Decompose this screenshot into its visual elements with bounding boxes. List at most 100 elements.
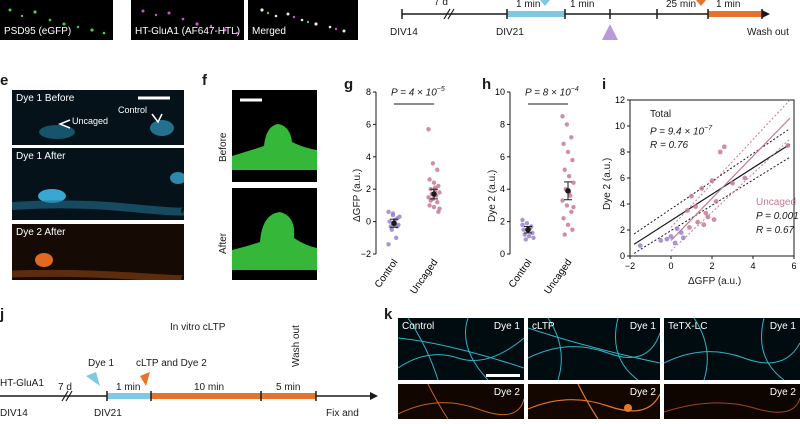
panel-letter-i: i [602, 76, 607, 93]
data-point [695, 219, 701, 225]
data-point [785, 143, 791, 148]
uncaged-p: P = 0.001 [756, 211, 799, 222]
timeline-step2-label: 1 min [570, 0, 595, 10]
y-tick-label: 2 [500, 217, 505, 227]
x-tick-label: Uncaged [542, 257, 574, 296]
panel-letter-k: k [384, 306, 393, 323]
chart-g-pvalue: P = 4 × 10−5 [391, 86, 445, 98]
fit-line-total [633, 143, 791, 245]
data-point [564, 122, 570, 127]
k-label-right: Dye 1 [629, 321, 656, 332]
data-point [560, 198, 565, 203]
data-point [530, 230, 535, 236]
mean-point [525, 226, 531, 233]
data-point [437, 206, 442, 211]
ci-lower-total [633, 156, 791, 254]
timeline-break-label: 7 d [434, 0, 448, 8]
data-point [705, 214, 711, 220]
y-tick-label: 0 [500, 249, 505, 259]
chart-h-pvalue-exp: −4 [570, 86, 579, 93]
panel-j-title: In vitro cLTP [170, 322, 226, 333]
panel-j-step1-label: 1 min [116, 382, 141, 393]
chart-i-stats-uncaged: Uncaged P = 0.001 R = 0.67 [756, 196, 799, 238]
data-point [701, 222, 707, 228]
after-image [232, 212, 317, 270]
panel-j-div-label: DIV21 [94, 408, 122, 419]
data-point [569, 135, 574, 140]
chart-g-pvalue-text: P = 4 × 10 [391, 87, 437, 99]
panel-j-fix-label: Fix and [326, 408, 359, 419]
y-tick-label: 8 [366, 87, 371, 97]
k-label-left: TeTX-LC [668, 321, 708, 332]
data-point [570, 227, 575, 232]
data-point [565, 222, 571, 228]
uncaging-marker [602, 24, 618, 40]
micrograph-label: PSD95 (eGFP) [4, 26, 72, 37]
data-point [520, 222, 525, 228]
data-point [678, 230, 684, 236]
data-point [390, 211, 396, 216]
total-p: P = 9.4 × 10−7 [650, 122, 712, 139]
chart-i-ylabel: Dye 2 (a.u.) [602, 157, 613, 210]
y-tick-label: 0 [366, 217, 371, 227]
data-point [386, 209, 391, 215]
data-point [674, 226, 680, 232]
y-tick-label: 0 [620, 251, 625, 261]
panel-k-control-dye1: Control Dye 1 [398, 318, 524, 380]
top-timeline: 7 d 1 min 1 min 25 min 1 min DIV14 DIV21… [390, 0, 800, 45]
data-point [521, 227, 526, 232]
x-tick-label: 2 [709, 261, 714, 271]
data-point [664, 236, 670, 242]
chart-g-ylabel: ΔGFP (a.u.) [352, 168, 363, 222]
total-r: R = 0.76 [650, 140, 689, 152]
x-tick-label: −2 [625, 261, 635, 271]
y-tick-label: 4 [620, 199, 625, 209]
panel-k-tetx-dye2: Dye 2 [664, 384, 800, 419]
panel-j-step3-label: 5 min [276, 382, 301, 393]
data-point [668, 234, 674, 239]
merged-image [260, 8, 346, 33]
panel-f-before [232, 90, 317, 182]
ci-upper-total [633, 128, 791, 235]
annot-uncaged: Uncaged [72, 116, 109, 126]
total-label: Total [650, 109, 672, 120]
chart-h-pvalue-text: P = 8 × 10 [525, 87, 571, 99]
data-point [436, 183, 441, 189]
x-tick-label: 4 [750, 261, 755, 271]
panel-j-row-label: HT-GluA1 [0, 378, 44, 389]
dye1-after-image [12, 172, 184, 216]
data-point [721, 144, 727, 150]
k-label-right: Dye 2 [769, 387, 796, 398]
data-point [570, 157, 575, 163]
data-point [562, 232, 567, 237]
ci-lower-uncaged [670, 138, 791, 252]
panel-letter-g: g [344, 76, 354, 93]
data-point [432, 185, 438, 190]
dye1-before-image [39, 96, 174, 139]
data-point [427, 177, 432, 182]
data-point [699, 186, 705, 191]
uncaged-label: Uncaged [756, 197, 797, 208]
data-point [562, 167, 567, 172]
y-tick-label: 6 [500, 152, 505, 162]
data-point [685, 208, 690, 213]
data-point [711, 217, 717, 223]
x-tick-label: Uncaged [408, 257, 440, 296]
panel-letter-j: j [0, 306, 5, 323]
data-point [431, 180, 437, 185]
tile-label: Dye 2 After [16, 227, 66, 238]
data-point [524, 221, 530, 226]
uncaged-arrowhead [57, 119, 71, 129]
data-point [742, 175, 748, 181]
data-point [561, 141, 566, 147]
neuron-orange-image [398, 384, 524, 419]
data-point [703, 210, 709, 216]
annot-control: Control [118, 105, 148, 115]
mean-point [431, 191, 437, 197]
data-point [437, 190, 442, 195]
data-point [428, 198, 433, 203]
timeline-step4-label: 1 min [716, 0, 741, 10]
